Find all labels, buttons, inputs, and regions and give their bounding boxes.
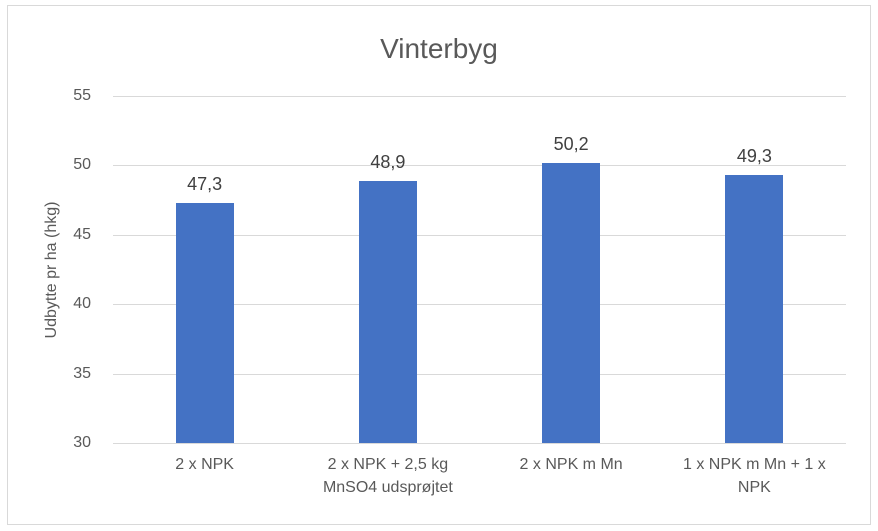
bar bbox=[725, 175, 784, 443]
y-axis-tick-labels: 30 35 40 45 50 55 bbox=[8, 87, 101, 451]
x-axis-tick-labels: 2 x NPK 2 x NPK + 2,5 kg MnSO4 udsprøjtet… bbox=[113, 453, 846, 513]
bar-value-label: 50,2 bbox=[553, 133, 589, 154]
x-tick-label: 2 x NPK + 2,5 kg MnSO4 udsprøjtet bbox=[322, 456, 453, 496]
x-tick-label: 1 x NPK m Mn + 1 x NPK bbox=[683, 456, 826, 496]
gridline bbox=[113, 373, 846, 375]
y-tick-label: 40 bbox=[73, 295, 91, 313]
y-tick-label: 50 bbox=[73, 156, 91, 174]
bar-value-label: 47,3 bbox=[187, 173, 223, 194]
bar bbox=[542, 162, 601, 443]
y-tick-label: 45 bbox=[73, 225, 91, 243]
bar bbox=[175, 202, 234, 443]
gridline bbox=[113, 165, 846, 167]
chart-frame: Vinterbyg Udbytte pr ha (hkg) 30 35 40 45 50… bbox=[7, 5, 871, 525]
plot-area: 47,3 48,9 50,2 49,3 bbox=[113, 96, 846, 444]
bar bbox=[358, 180, 417, 443]
x-tick-label: 2 x NPK m Mn bbox=[519, 456, 623, 473]
chart-title: Vinterbyg bbox=[380, 33, 498, 64]
x-tick-label: 2 x NPK bbox=[175, 456, 234, 473]
bar-value-label: 48,9 bbox=[370, 151, 406, 172]
gridline bbox=[113, 234, 846, 236]
gridline bbox=[113, 96, 846, 97]
y-tick-label: 55 bbox=[73, 87, 91, 104]
y-tick-label: 30 bbox=[73, 434, 91, 451]
bar-value-label: 49,3 bbox=[736, 146, 772, 167]
y-tick-label: 35 bbox=[73, 364, 91, 382]
gridline bbox=[113, 304, 846, 306]
